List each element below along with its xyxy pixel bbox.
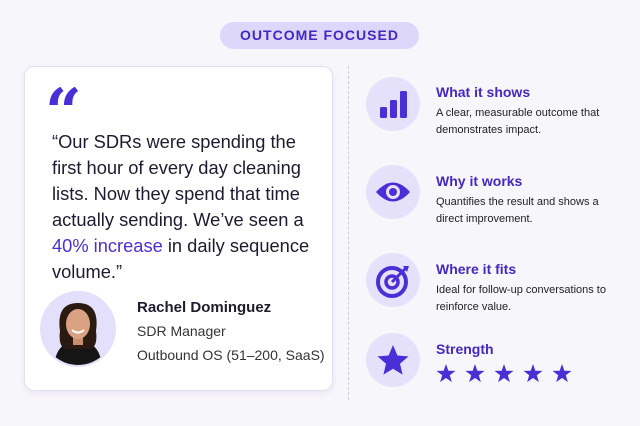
item-title: Where it fits	[436, 261, 517, 277]
quote-text: “Our SDRs were spending the first hour o…	[52, 131, 304, 230]
icon-star	[366, 333, 420, 387]
item-title: What it shows	[436, 84, 531, 100]
star-rating	[436, 364, 572, 383]
star	[465, 364, 485, 383]
star	[523, 364, 543, 383]
testimonial-card: “ “Our SDRs were spending the first hour…	[24, 66, 333, 391]
star	[436, 364, 456, 383]
badge: OUTCOME FOCUSED	[220, 22, 419, 49]
item-title: Why it works	[436, 173, 523, 189]
icon-chart	[366, 77, 420, 131]
star	[494, 364, 514, 383]
person-name: Rachel Dominguez	[137, 299, 272, 316]
item-description: Quantifies the result and shows a direct…	[436, 196, 599, 225]
quote-icon: “	[45, 75, 82, 150]
item-description: A clear, measurable outcome that demonst…	[436, 107, 600, 136]
person-role: SDR Manager	[137, 323, 226, 339]
star	[552, 364, 572, 383]
avatar	[40, 291, 116, 367]
quote-text: in daily sequence volume.”	[52, 235, 310, 282]
person-company: Outbound OS (51–200, SaaS)	[137, 347, 325, 363]
divider	[348, 66, 349, 400]
item-description: Ideal for follow-up conversations to rei…	[436, 284, 606, 313]
quote: “Our SDRs were spending the first hour o…	[52, 129, 322, 285]
item-title: Strength	[436, 341, 494, 357]
quote-highlight: 40% increase	[52, 235, 163, 256]
icon-eye	[366, 165, 420, 219]
icon-target	[366, 253, 420, 307]
